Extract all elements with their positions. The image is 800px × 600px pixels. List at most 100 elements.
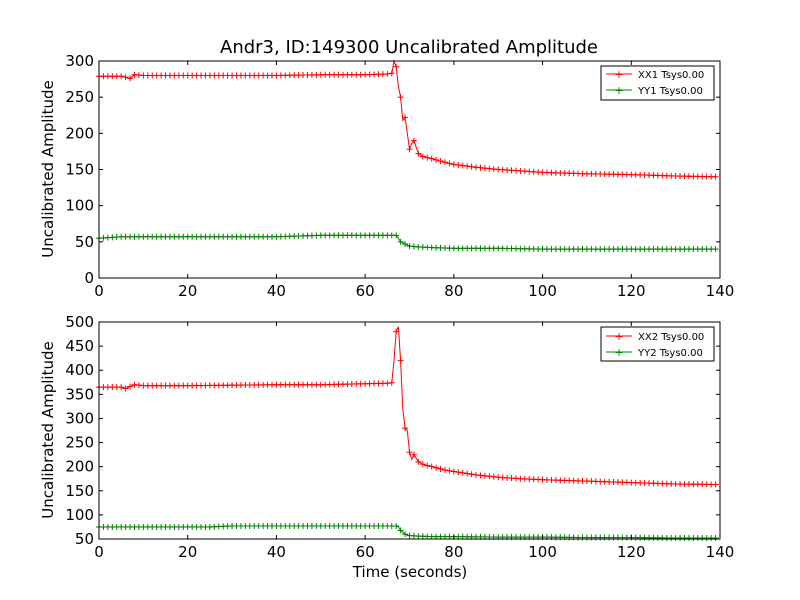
data-point-marker — [441, 467, 448, 474]
data-point-marker — [393, 232, 400, 239]
data-point-marker — [118, 73, 125, 80]
bottom-ylabel: Uncalibrated Amplitude — [39, 341, 57, 518]
data-point-marker — [118, 384, 125, 391]
y-tick-label: 150 — [65, 161, 94, 179]
legend-xx1-label: XX1 Tsys0.00 — [638, 70, 704, 81]
data-point-marker — [450, 161, 457, 168]
chart-title: Andr3, ID:149300 Uncalibrated Amplitude — [220, 37, 598, 58]
x-tick-label: 40 — [267, 282, 286, 300]
y-tick-label: 300 — [65, 52, 94, 70]
x-tick-label: 140 — [706, 282, 735, 300]
data-point-marker — [464, 470, 471, 477]
data-point-marker — [433, 156, 440, 163]
data-point-marker — [127, 75, 134, 82]
data-point-marker — [410, 137, 417, 144]
data-point-marker — [446, 467, 453, 474]
y-tick-label: 100 — [65, 506, 94, 524]
data-point-marker — [437, 158, 444, 165]
y-tick-label: 450 — [65, 337, 94, 355]
data-point-marker — [712, 481, 719, 488]
top-legend-frame — [600, 65, 715, 101]
x-tick-label: 0 — [94, 543, 104, 561]
y-tick-label: 500 — [65, 313, 94, 331]
data-point-marker — [384, 71, 391, 78]
data-point-marker — [388, 379, 395, 386]
series-line-1 — [98, 234, 716, 250]
data-point-marker — [402, 531, 409, 538]
legend-xx2-label: XX2 Tsys0.00 — [638, 332, 704, 343]
data-point-marker — [415, 458, 422, 465]
y-tick-label: 200 — [65, 458, 94, 476]
data-point-marker — [464, 163, 471, 170]
x-tick-label: 100 — [528, 543, 557, 561]
data-point-marker — [428, 463, 435, 470]
data-point-marker — [712, 246, 719, 253]
x-tick-label: 120 — [617, 282, 646, 300]
data-point-marker — [441, 159, 448, 166]
data-point-marker — [402, 114, 409, 121]
x-tick-label: 20 — [178, 543, 197, 561]
data-point-marker — [397, 527, 404, 534]
data-point-marker — [428, 155, 435, 162]
data-point-marker — [122, 385, 129, 392]
x-tick-label: 0 — [94, 282, 104, 300]
legend-xx1-marker: + — [614, 68, 623, 81]
data-point-marker — [455, 469, 462, 476]
bottom-plot-ticks: 0 20 40 60 80 100 120 140 50 100 150 200 250 300 350 40… — [65, 313, 734, 561]
top-plot-marks — [96, 59, 719, 253]
data-point-marker — [406, 449, 413, 456]
legend-yy2-label: YY2 Tsys0.00 — [637, 348, 703, 359]
y-tick-label: 100 — [65, 197, 94, 215]
bottom-xlabel: Time (seconds) — [352, 563, 468, 581]
data-point-marker — [402, 241, 409, 248]
x-tick-label: 20 — [178, 282, 197, 300]
y-tick-label: 50 — [75, 233, 94, 251]
data-point-marker — [406, 146, 413, 153]
x-tick-label: 60 — [356, 282, 375, 300]
data-point-marker — [433, 464, 440, 471]
data-point-marker — [459, 469, 466, 476]
top-subplot: 0 20 40 60 80 100 120 140 0 50 100 150 200 250 300 Unc… — [39, 52, 734, 300]
data-point-marker — [415, 150, 422, 157]
x-tick-label: 60 — [356, 543, 375, 561]
x-tick-label: 140 — [706, 543, 735, 561]
data-point-marker — [397, 94, 404, 101]
legend-yy1-label: YY1 Tsys0.00 — [637, 86, 703, 97]
top-plot-ticks: 0 20 40 60 80 100 120 140 0 50 100 150 200 250 300 — [65, 52, 734, 300]
bottom-legend-frame — [600, 326, 715, 362]
x-tick-label: 100 — [528, 282, 557, 300]
y-tick-label: 250 — [65, 434, 94, 452]
data-point-marker — [410, 451, 417, 458]
bottom-subplot: 0 20 40 60 80 100 120 140 50 100 150 200 250 300 350 40… — [39, 313, 734, 581]
top-legend: + XX1 Tsys0.00 + YY1 Tsys0.00 — [600, 65, 715, 101]
data-point-marker — [419, 461, 426, 468]
data-point-marker — [437, 465, 444, 472]
data-point-marker — [455, 162, 462, 169]
y-tick-label: 0 — [84, 269, 94, 287]
legend-yy1-marker: + — [614, 84, 623, 97]
x-tick-label: 40 — [267, 543, 286, 561]
y-tick-label: 400 — [65, 361, 94, 379]
data-point-marker — [122, 74, 129, 81]
data-point-marker — [127, 383, 134, 390]
data-point-marker — [397, 238, 404, 245]
y-tick-label: 50 — [75, 530, 94, 548]
y-tick-label: 250 — [65, 88, 94, 106]
y-tick-label: 350 — [65, 385, 94, 403]
data-point-marker — [468, 471, 475, 478]
data-point-marker — [388, 70, 395, 77]
bottom-legend: + XX2 Tsys0.00 + YY2 Tsys0.00 — [600, 326, 715, 362]
series-line-1 — [99, 525, 716, 539]
top-ylabel: Uncalibrated Amplitude — [39, 80, 57, 257]
data-point-marker — [446, 160, 453, 167]
data-point-marker — [712, 173, 719, 180]
data-point-marker — [424, 154, 431, 161]
y-tick-label: 300 — [65, 409, 94, 427]
legend-xx2-marker: + — [614, 330, 623, 343]
x-tick-label: 80 — [444, 543, 463, 561]
x-tick-label: 80 — [444, 282, 463, 300]
data-point-marker — [393, 63, 400, 70]
data-point-marker — [459, 162, 466, 169]
y-tick-label: 200 — [65, 124, 94, 142]
